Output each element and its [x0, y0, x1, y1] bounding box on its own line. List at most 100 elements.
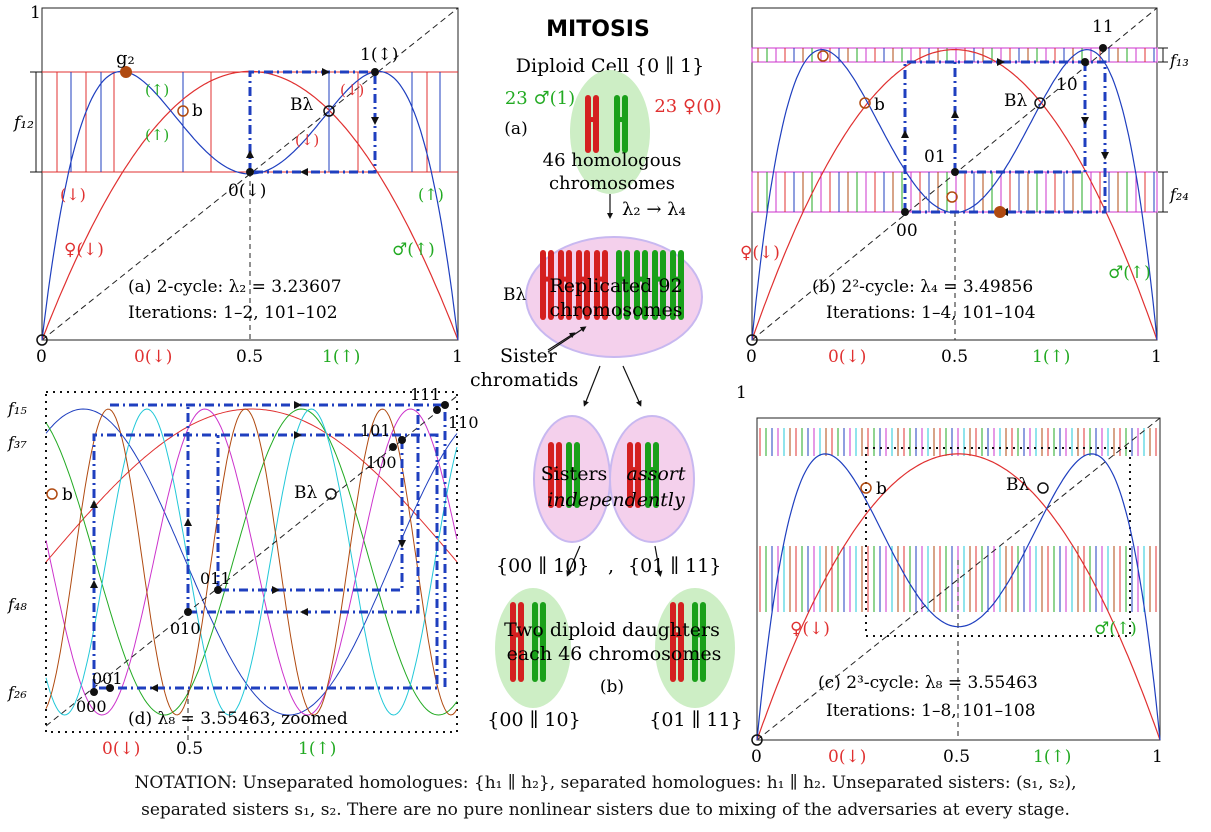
chromosome-centromere	[670, 632, 684, 638]
arrow-split-right	[622, 365, 642, 407]
panel-b-caption-1: (b) 2²-cycle: λ₄ = 3.49856	[812, 277, 1033, 297]
chromosome-centromere	[645, 467, 659, 473]
chromosome-arm	[558, 250, 564, 320]
panel-c-8-cycle: 1 0 0.5 1 0(↓) 1(↑) b Bλ ♀(↓) ♂(↑) (c) 2…	[736, 383, 1163, 767]
chromosome-centromere	[585, 117, 599, 123]
chromosome-centromere	[670, 276, 684, 282]
panel-a-frame	[41, 7, 459, 341]
arrow-to-daughter-1	[566, 545, 581, 577]
panel-a-f12-label: f₁₂	[12, 113, 34, 133]
mitosis-title: MITOSIS	[546, 17, 650, 42]
homologous-line-2: chromosomes	[549, 173, 675, 194]
panel-b-arrow-down-1	[1081, 117, 1089, 125]
panel-a-x-tick-1: 1	[452, 347, 463, 367]
male-count-label: 23 ♂(1)	[505, 88, 575, 109]
figure-canvas: 1 0 0.5 1 0(↓) 1(↑) f₁₂ g₂ b Bλ 1(↕) 0(↓…	[7, 3, 1189, 767]
panel-b-arrow-down-2	[1101, 152, 1109, 160]
panel-b-point-00	[901, 208, 909, 216]
chromosome-centromere	[558, 276, 572, 282]
panel-d-point-111	[441, 401, 449, 409]
chromosome-arm	[652, 250, 658, 320]
chromosome-arm	[670, 250, 676, 320]
panel-b-x-tick-05: 0.5	[941, 347, 968, 367]
arrow-to-daughter-2	[654, 545, 663, 577]
panel-a-g2-point	[120, 66, 132, 78]
label-a: (a)	[504, 119, 527, 139]
assort-chromosomes	[548, 442, 659, 508]
panel-c-frame	[756, 417, 1161, 741]
panel-a-b-point	[177, 105, 189, 117]
chromosome-arm	[585, 95, 591, 153]
chromosome-centromere	[540, 276, 554, 282]
panel-d-point-100-label: 100	[366, 453, 397, 472]
chromosome-arm	[548, 442, 554, 508]
panel-c-caption-2: Iterations: 1–8, 101–108	[826, 701, 1036, 721]
panel-b-x-tick-1: 1	[1151, 347, 1162, 367]
panel-a-blambda-point	[323, 105, 335, 117]
notation-block: NOTATION: Unseparated homologues: {h₁ ∥ …	[0, 770, 1211, 824]
chromosome-centromere	[548, 467, 562, 473]
chromosome-arm	[634, 250, 640, 320]
panel-b-x-label-0: 0(↓)	[828, 347, 866, 367]
panel-d-x-label-05: 0.5	[176, 739, 203, 759]
panel-a-arrow-label-5: (↓)	[60, 185, 86, 204]
diploid-chromosomes	[585, 95, 628, 153]
panel-a-cycle-path	[248, 70, 377, 174]
panel-d-f15-label: f₁₅	[7, 399, 27, 418]
panel-d-curve	[45, 408, 458, 716]
panel-c-x-label-0: 0(↓)	[828, 747, 866, 767]
panel-a-x-tick-05: 0.5	[236, 347, 263, 367]
panel-d-x-label-1: 1(↑)	[298, 739, 336, 759]
panel-d-b-point	[46, 488, 58, 500]
chromosome-arm	[584, 250, 590, 320]
panel-b-point-01-label: 01	[924, 147, 946, 167]
panel-a-blambda-label: Bλ	[290, 95, 313, 115]
chromosome-arm	[670, 602, 676, 682]
panel-a-x-label-1: 1(↑)	[322, 347, 360, 367]
panel-d-arrow-right-2	[294, 401, 302, 409]
panel-b-point-10	[1081, 58, 1089, 66]
panel-a-x-label-0: 0(↓)	[134, 347, 172, 367]
panel-a-diagonal	[41, 7, 459, 341]
chromosome-arm	[532, 602, 538, 682]
chromosome-arm	[566, 442, 572, 508]
arrow-split-left	[583, 365, 601, 407]
panel-d-point-110	[433, 406, 441, 414]
chromosome-centromere	[627, 467, 641, 473]
chromosome-arm	[624, 250, 630, 320]
pair-comma: ,	[608, 555, 614, 577]
panel-a-2-cycle: 1 0 0.5 1 0(↓) 1(↑) f₁₂ g₂ b Bλ 1(↕) 0(↓…	[12, 3, 463, 367]
panel-b-f24-label: f₂₄	[1169, 185, 1189, 204]
panel-a-point-1	[371, 68, 379, 76]
panel-a-point1-label: 1(↕)	[360, 45, 398, 65]
panel-b-caption-2: Iterations: 1–4, 101–104	[826, 303, 1036, 323]
panel-d-point-001-label: 001	[92, 669, 123, 688]
panel-d-point-001	[106, 684, 114, 692]
chromosome-centromere	[594, 276, 608, 282]
panel-d-point-010	[184, 608, 192, 616]
chromosome-centromere	[576, 276, 590, 282]
panel-c-second-iterate-curve	[756, 453, 1161, 741]
panel-c-female-label: ♀(↓)	[790, 619, 830, 639]
panel-a-male-label: ♂(↑)	[392, 240, 435, 260]
panel-d-curves	[45, 408, 458, 716]
mitosis-diagram: MITOSIS Diploid Cell {0 ∥ 1} 23 ♂(1) 23 …	[470, 17, 743, 731]
panel-d-arrow-up-2	[90, 580, 98, 588]
replicated-line-1: Replicated 92	[549, 275, 682, 297]
chromosome-centromere	[616, 276, 630, 282]
panel-a-caption-2: Iterations: 1–2, 101–102	[128, 303, 338, 323]
panel-a-point0-label: 0(↓)	[228, 181, 266, 201]
pair-label-1: {00 ∥ 10}	[496, 555, 589, 577]
panel-a-arrow-label-6: (↑)	[418, 185, 444, 204]
panel-b-arrow-up-1	[901, 130, 909, 138]
chromosome-arm	[614, 95, 620, 153]
panel-b-4-cycle: 0 0.5 1 0(↓) 1(↑) f₁₃ f₂₄ 11 10 01 00 b …	[740, 7, 1189, 367]
panel-b-x-tick-0: 0	[746, 347, 757, 367]
chromosome-centromere	[566, 467, 580, 473]
panel-d-arrow-up-3	[184, 518, 192, 526]
panel-d-arrow-right-1	[294, 431, 302, 439]
panel-b-small-circle-2	[946, 191, 958, 203]
notation-line-1: NOTATION: Unseparated homologues: {h₁ ∥ …	[134, 773, 1077, 793]
panel-c-blambda-label: Bλ	[1006, 475, 1029, 495]
panel-a-band-lines	[56, 72, 441, 172]
